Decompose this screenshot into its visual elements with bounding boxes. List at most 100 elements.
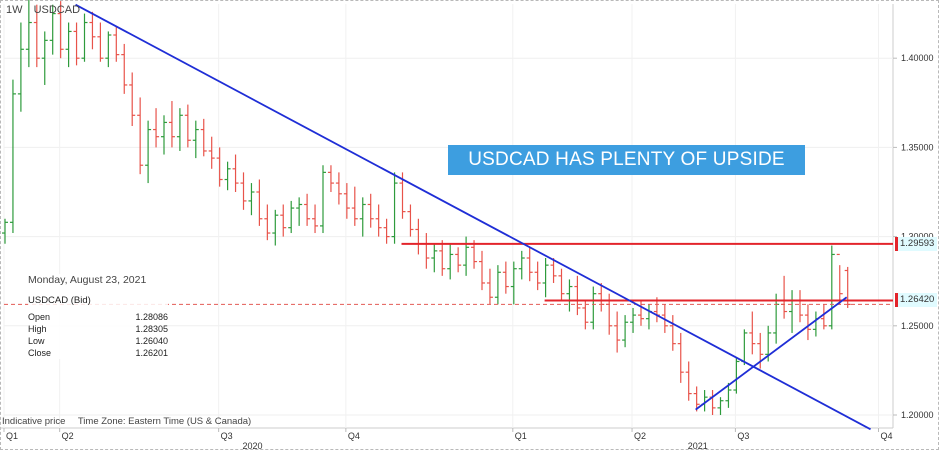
ohlc-bar [65,22,72,68]
ohlc-bar [383,218,390,244]
ohlc-bar [590,286,597,330]
ohlc-bar [733,357,740,394]
ohlc-bar [518,250,525,280]
ohlc-label: Low [28,336,45,346]
ohlc-bar [145,120,152,184]
ohlc-bar [630,307,637,333]
time-axis: Q1 Q2 Q3 Q4 Q1 Q2 Q3 Q4 2020 2021 [3,428,893,451]
ohlc-bar [526,247,533,282]
ohlc-bar [81,13,88,62]
quarter-label: Q3 [737,431,749,441]
symbol-label[interactable]: USDCAD [33,4,81,16]
ohlc-bar [312,204,319,234]
ohlc-bar [797,290,803,323]
ohlc-bar [781,275,788,319]
quarter-label: Q2 [62,431,74,441]
ohlc-bar [264,204,271,241]
ohlc-bar [566,279,573,312]
ohlc-bar [812,311,819,337]
ohlc-bar [2,218,8,244]
ohlc-value: 1.28086 [135,312,168,322]
ohlc-row-open: Open 1.28086 [28,311,168,323]
price-tick-label: 1.35000 [901,142,934,152]
ohlc-bar [494,265,501,305]
ohlc-bar [137,97,144,175]
ohlc-label: Close [28,348,52,358]
price-tick-label: 1.30000 [901,232,934,242]
ohlc-bar [272,209,279,246]
quarter-label: Q2 [634,431,646,441]
ohlc-bar [510,261,517,305]
ohlc-bar [693,386,700,412]
ohlc-bar [479,250,485,291]
ohlc-bar [232,154,239,192]
chart-grid [0,4,894,429]
ohlc-bar [335,172,342,205]
headline-banner: USDCAD HAS PLENTY OF UPSIDE [448,145,805,175]
ohlc-bar [296,197,303,226]
ohlc-bar [542,258,549,298]
ohlc-bar [677,332,684,383]
ohlc-bar [248,183,255,216]
ohlc-bar [638,300,644,326]
ohlc-bar [129,72,136,126]
quarter-label: Q4 [881,431,893,441]
ohlc-row-low: Low 1.26040 [28,335,168,347]
quarter-label: Q1 [515,431,527,441]
timezone-label[interactable]: Time Zone: Eastern Time (US & Canada) [77,416,252,427]
quarter-label: Q1 [6,431,18,441]
ohlc-bar [804,304,811,341]
ohlc-value: 1.28305 [135,324,168,334]
ohlc-bar [304,193,311,226]
ohlc-bar [121,43,128,94]
ohlc-bar [343,183,350,219]
ohlc-bar [216,147,223,187]
ohlc-bar [224,161,231,191]
ohlc-bar [407,204,414,237]
ohlc-bar [828,245,835,330]
drawn-lines [4,3,893,431]
ohlc-bar [73,22,80,66]
ohlc-bar [375,204,382,237]
ohlc-bar [844,266,851,308]
ohlc-row-close: Close 1.26201 [28,347,168,359]
ohlc-bar [486,268,493,305]
ohlc-bar [17,22,24,112]
ohlc-label: Open [28,312,51,322]
ohlc-bar [327,165,334,192]
interval-label[interactable]: 1W [6,4,23,16]
ohlc-bar [836,253,843,305]
ohlc-bar [168,101,175,148]
ohlc-bar [439,240,446,276]
ohlc-bar [582,300,589,330]
ohlc-bar [725,382,732,408]
price-tick-label: 1.25000 [901,321,934,331]
ohlc-bar [113,26,120,62]
ohlc-bar [558,268,565,301]
ohlc-bar [288,200,295,234]
ohlc-bar [240,172,247,210]
ohlc-bar [447,243,454,280]
info-symbol: USDCAD (Bid) [28,295,91,306]
ohlc-bar [89,11,96,50]
ohlc-bar [471,240,478,269]
ohlc-bar [574,275,581,316]
ohlc-bar [741,329,748,366]
ohlc-bar [49,4,56,55]
ohlc-bar [502,261,509,294]
price-axis: 1.20000 1.25000 1.30000 1.35000 1.40000 [893,53,934,420]
chart-header: 1W USDCAD [6,4,88,16]
ohlc-bar [97,22,104,62]
ohlc-bar [105,31,112,68]
ohlc-bar [351,186,358,226]
descending-trendline [75,3,871,431]
ohlc-bar [208,136,215,169]
ohlc-value: 1.26040 [135,336,168,346]
quarter-label: Q3 [221,431,233,441]
ohlc-bar [153,108,160,148]
ascending-trendline [695,296,848,411]
ohlc-bar [33,4,40,68]
ohlc-info-box: Monday, August 23, 2021 USDCAD (Bid) Ope… [28,274,168,359]
